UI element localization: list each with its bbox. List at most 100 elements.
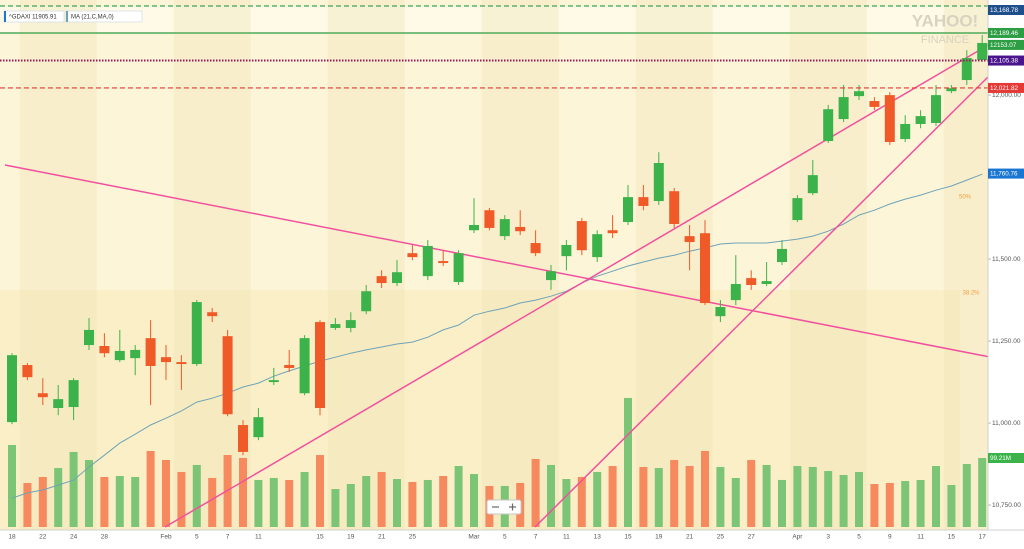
candle-body	[392, 272, 402, 284]
trend-line	[164, 43, 991, 528]
trend-line	[534, 74, 991, 528]
volume-bar	[23, 482, 32, 527]
x-tick-label: 11	[563, 534, 570, 541]
fib-label: 38.2%	[962, 291, 980, 297]
candle-body	[7, 355, 17, 423]
x-tick-label: 5	[195, 534, 199, 541]
volume-bar	[300, 471, 309, 527]
candle-body	[253, 417, 264, 438]
candle-body	[361, 291, 372, 312]
volume-bar	[346, 484, 355, 527]
zoom-out-button[interactable]	[488, 501, 504, 513]
header-tag: ^GDAXI 11905.91	[3, 10, 65, 23]
candle-body	[330, 324, 341, 328]
candle-body	[792, 198, 803, 221]
volume-bar	[439, 476, 448, 527]
volume-bar	[470, 474, 478, 527]
candle-body	[961, 58, 972, 81]
volume-bar	[423, 479, 432, 527]
price-tag-label: 12,189.46	[990, 30, 1019, 37]
x-tick-label: Mar	[468, 534, 480, 541]
indicator-label: MA (21,C,MA,0)	[71, 14, 114, 20]
volume-bar	[978, 457, 987, 527]
x-tick-label: 5	[857, 534, 861, 541]
candle-body	[238, 425, 248, 452]
candle-body	[592, 234, 603, 258]
volume-bar	[701, 450, 709, 527]
fib-label: 50%	[959, 195, 972, 201]
candle-body	[746, 278, 757, 286]
ma-line	[11, 173, 983, 499]
volume-bar	[778, 479, 786, 527]
x-tick-label: Feb	[160, 534, 172, 541]
candle-body	[191, 302, 202, 365]
candle-body	[669, 191, 680, 225]
zoom-in-button[interactable]	[505, 501, 520, 513]
y-tick-label: 12,000.00	[992, 92, 1021, 99]
price-tag	[988, 5, 1024, 15]
candle-body	[37, 393, 48, 398]
candle-body	[515, 226, 526, 232]
volume-bar	[316, 455, 324, 527]
candle-body	[684, 236, 695, 243]
x-tick-label: 15	[316, 534, 324, 541]
candle-body	[838, 97, 849, 120]
volume-bar	[38, 476, 47, 527]
volume-bar	[685, 466, 694, 527]
trend-line	[4, 164, 991, 358]
price-levels	[0, 5, 988, 89]
watermark: FINANCE	[921, 34, 969, 46]
candle-body	[530, 243, 541, 254]
volume-bar	[639, 466, 648, 527]
volume-bar	[731, 477, 740, 527]
x-tick-label: 25	[717, 534, 725, 541]
volume-bar	[901, 481, 910, 527]
week-stripe	[789, 0, 867, 530]
y-tick-label: 11,250.00	[992, 338, 1021, 345]
candle-body	[315, 322, 325, 408]
candle-body	[407, 253, 418, 258]
price-tag-label: 12153.07	[990, 42, 1017, 49]
x-tick-label: 11	[917, 534, 924, 541]
x-tick-label: 19	[655, 534, 663, 541]
candle-body	[915, 116, 926, 124]
volume-bar	[932, 466, 940, 527]
volume-bar	[177, 471, 186, 527]
candle-body	[546, 271, 556, 281]
volume-bar	[962, 463, 971, 527]
x-tick-label: Apr	[792, 534, 803, 541]
candle-body	[777, 248, 787, 263]
candle-body	[161, 357, 171, 363]
volume-bar	[808, 466, 817, 527]
x-tick-label: 18	[8, 534, 16, 541]
volume-bar	[531, 458, 540, 527]
candle-body	[53, 399, 64, 408]
week-stripes	[19, 0, 1021, 530]
axis-background	[988, 0, 1024, 530]
volume-bar	[716, 466, 725, 527]
price-tag	[988, 55, 1024, 66]
volume-bar	[285, 479, 294, 527]
volume-bar	[608, 466, 617, 527]
candle-body	[145, 338, 156, 367]
candle-body	[823, 109, 834, 142]
candle-body	[499, 219, 510, 237]
candle-body	[715, 306, 726, 317]
x-tick-label: 21	[686, 534, 694, 541]
candle-body	[222, 336, 233, 415]
volume-bar	[670, 460, 679, 527]
volume-bar	[331, 489, 340, 527]
candle-body	[114, 350, 125, 361]
volume-bar	[69, 451, 78, 527]
ticker-label: ^GDAXI 11905.91	[9, 14, 57, 20]
y-tick-label: 10,750.00	[992, 502, 1021, 509]
candle-body	[761, 281, 772, 285]
volume-bar	[146, 450, 155, 527]
volume-bar	[855, 471, 863, 527]
candle-body	[884, 95, 895, 143]
volume-bar	[793, 466, 802, 527]
candle-body	[623, 197, 633, 223]
x-tick-label: 3	[826, 534, 830, 541]
candle-body	[345, 320, 356, 328]
volume-bar	[762, 464, 771, 527]
